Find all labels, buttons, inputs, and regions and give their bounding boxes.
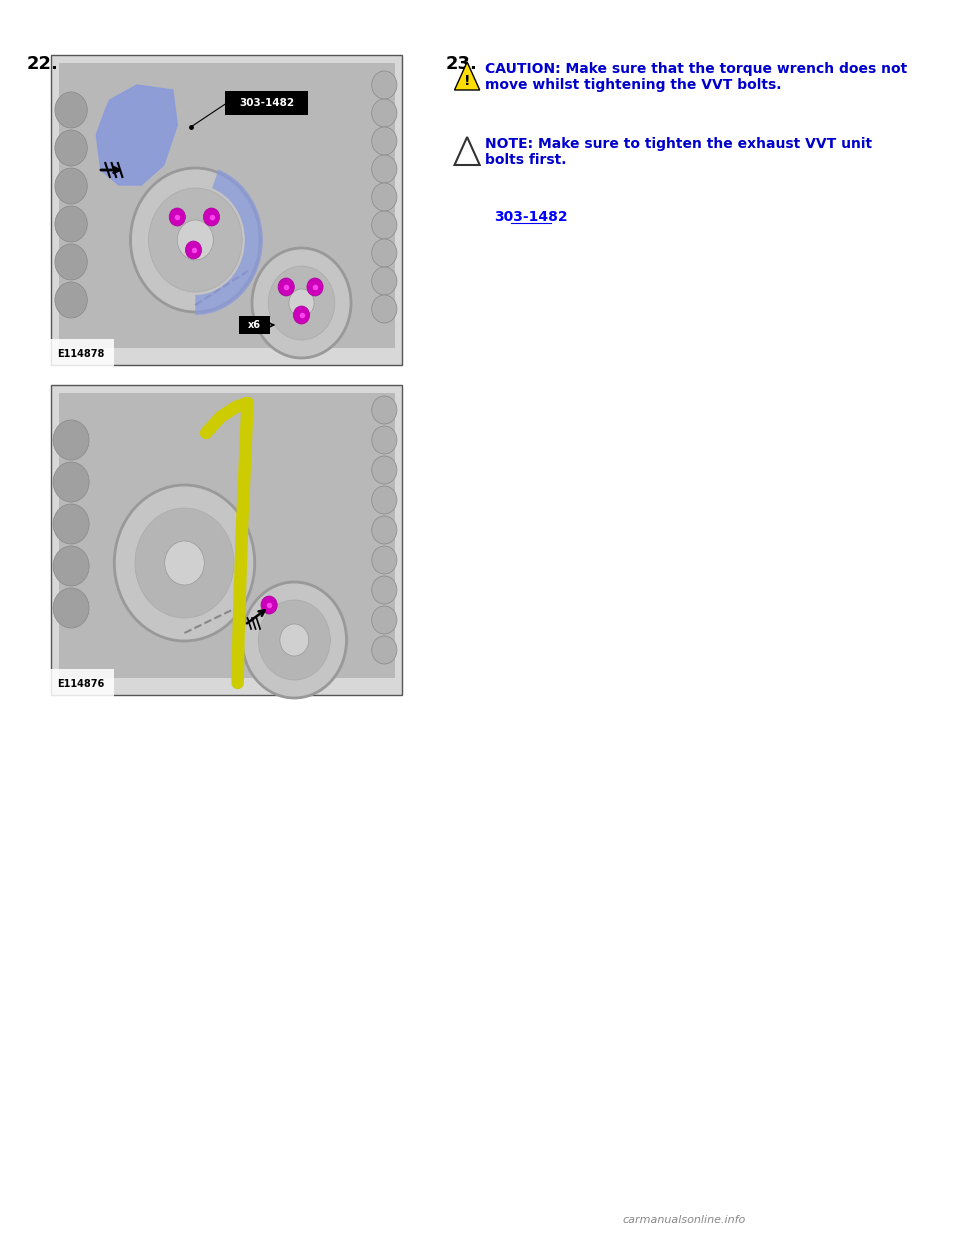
Circle shape bbox=[178, 220, 213, 260]
Circle shape bbox=[55, 206, 87, 242]
Circle shape bbox=[372, 636, 396, 664]
Circle shape bbox=[372, 576, 396, 604]
Circle shape bbox=[372, 267, 396, 296]
Circle shape bbox=[372, 211, 396, 238]
Text: x6: x6 bbox=[249, 320, 261, 330]
Text: 303-1482: 303-1482 bbox=[494, 210, 567, 224]
FancyBboxPatch shape bbox=[51, 385, 402, 696]
Circle shape bbox=[149, 188, 242, 292]
Circle shape bbox=[242, 582, 347, 698]
Circle shape bbox=[258, 600, 330, 681]
Circle shape bbox=[55, 168, 87, 204]
Circle shape bbox=[53, 504, 89, 544]
Circle shape bbox=[372, 127, 396, 155]
Text: 303-1482: 303-1482 bbox=[239, 98, 294, 108]
Circle shape bbox=[53, 587, 89, 628]
Circle shape bbox=[252, 248, 351, 358]
Text: 22.: 22. bbox=[27, 55, 59, 73]
Circle shape bbox=[372, 546, 396, 574]
Polygon shape bbox=[454, 137, 480, 165]
Text: 23.: 23. bbox=[445, 55, 477, 73]
Circle shape bbox=[372, 515, 396, 544]
Circle shape bbox=[372, 456, 396, 484]
Text: NOTE: Make sure to tighten the exhaust VVT unit
bolts first.: NOTE: Make sure to tighten the exhaust V… bbox=[485, 137, 873, 168]
Circle shape bbox=[55, 282, 87, 318]
Circle shape bbox=[268, 266, 335, 340]
Circle shape bbox=[372, 99, 396, 127]
Circle shape bbox=[135, 508, 234, 619]
Text: !: ! bbox=[464, 73, 470, 88]
FancyBboxPatch shape bbox=[225, 91, 308, 116]
FancyBboxPatch shape bbox=[59, 392, 396, 678]
Circle shape bbox=[372, 155, 396, 183]
Circle shape bbox=[114, 484, 254, 641]
Circle shape bbox=[278, 278, 295, 296]
Circle shape bbox=[55, 130, 87, 166]
Circle shape bbox=[169, 207, 185, 226]
Circle shape bbox=[280, 623, 309, 656]
Circle shape bbox=[55, 243, 87, 279]
Circle shape bbox=[55, 92, 87, 128]
Circle shape bbox=[165, 542, 204, 585]
Text: CAUTION: Make sure that the torque wrench does not
move whilst tightening the VV: CAUTION: Make sure that the torque wrenc… bbox=[485, 62, 907, 92]
Circle shape bbox=[53, 462, 89, 502]
Circle shape bbox=[307, 278, 324, 296]
Circle shape bbox=[372, 183, 396, 211]
Circle shape bbox=[289, 289, 314, 317]
Circle shape bbox=[53, 420, 89, 460]
FancyBboxPatch shape bbox=[51, 55, 402, 365]
Circle shape bbox=[294, 306, 310, 324]
FancyBboxPatch shape bbox=[0, 0, 864, 1242]
Polygon shape bbox=[454, 62, 480, 89]
Text: carmanualsonline.info: carmanualsonline.info bbox=[622, 1215, 746, 1225]
Text: E114876: E114876 bbox=[57, 679, 104, 689]
Circle shape bbox=[261, 596, 277, 614]
Circle shape bbox=[204, 207, 220, 226]
Circle shape bbox=[372, 296, 396, 323]
Circle shape bbox=[372, 426, 396, 455]
FancyBboxPatch shape bbox=[239, 315, 270, 334]
Circle shape bbox=[53, 546, 89, 586]
Circle shape bbox=[372, 606, 396, 633]
Circle shape bbox=[131, 168, 260, 312]
Circle shape bbox=[372, 71, 396, 99]
Circle shape bbox=[372, 396, 396, 424]
Circle shape bbox=[372, 486, 396, 514]
Circle shape bbox=[372, 238, 396, 267]
Text: E114878: E114878 bbox=[57, 349, 104, 359]
Polygon shape bbox=[96, 84, 178, 185]
FancyBboxPatch shape bbox=[59, 63, 396, 348]
Circle shape bbox=[185, 241, 202, 260]
Wedge shape bbox=[195, 169, 263, 315]
